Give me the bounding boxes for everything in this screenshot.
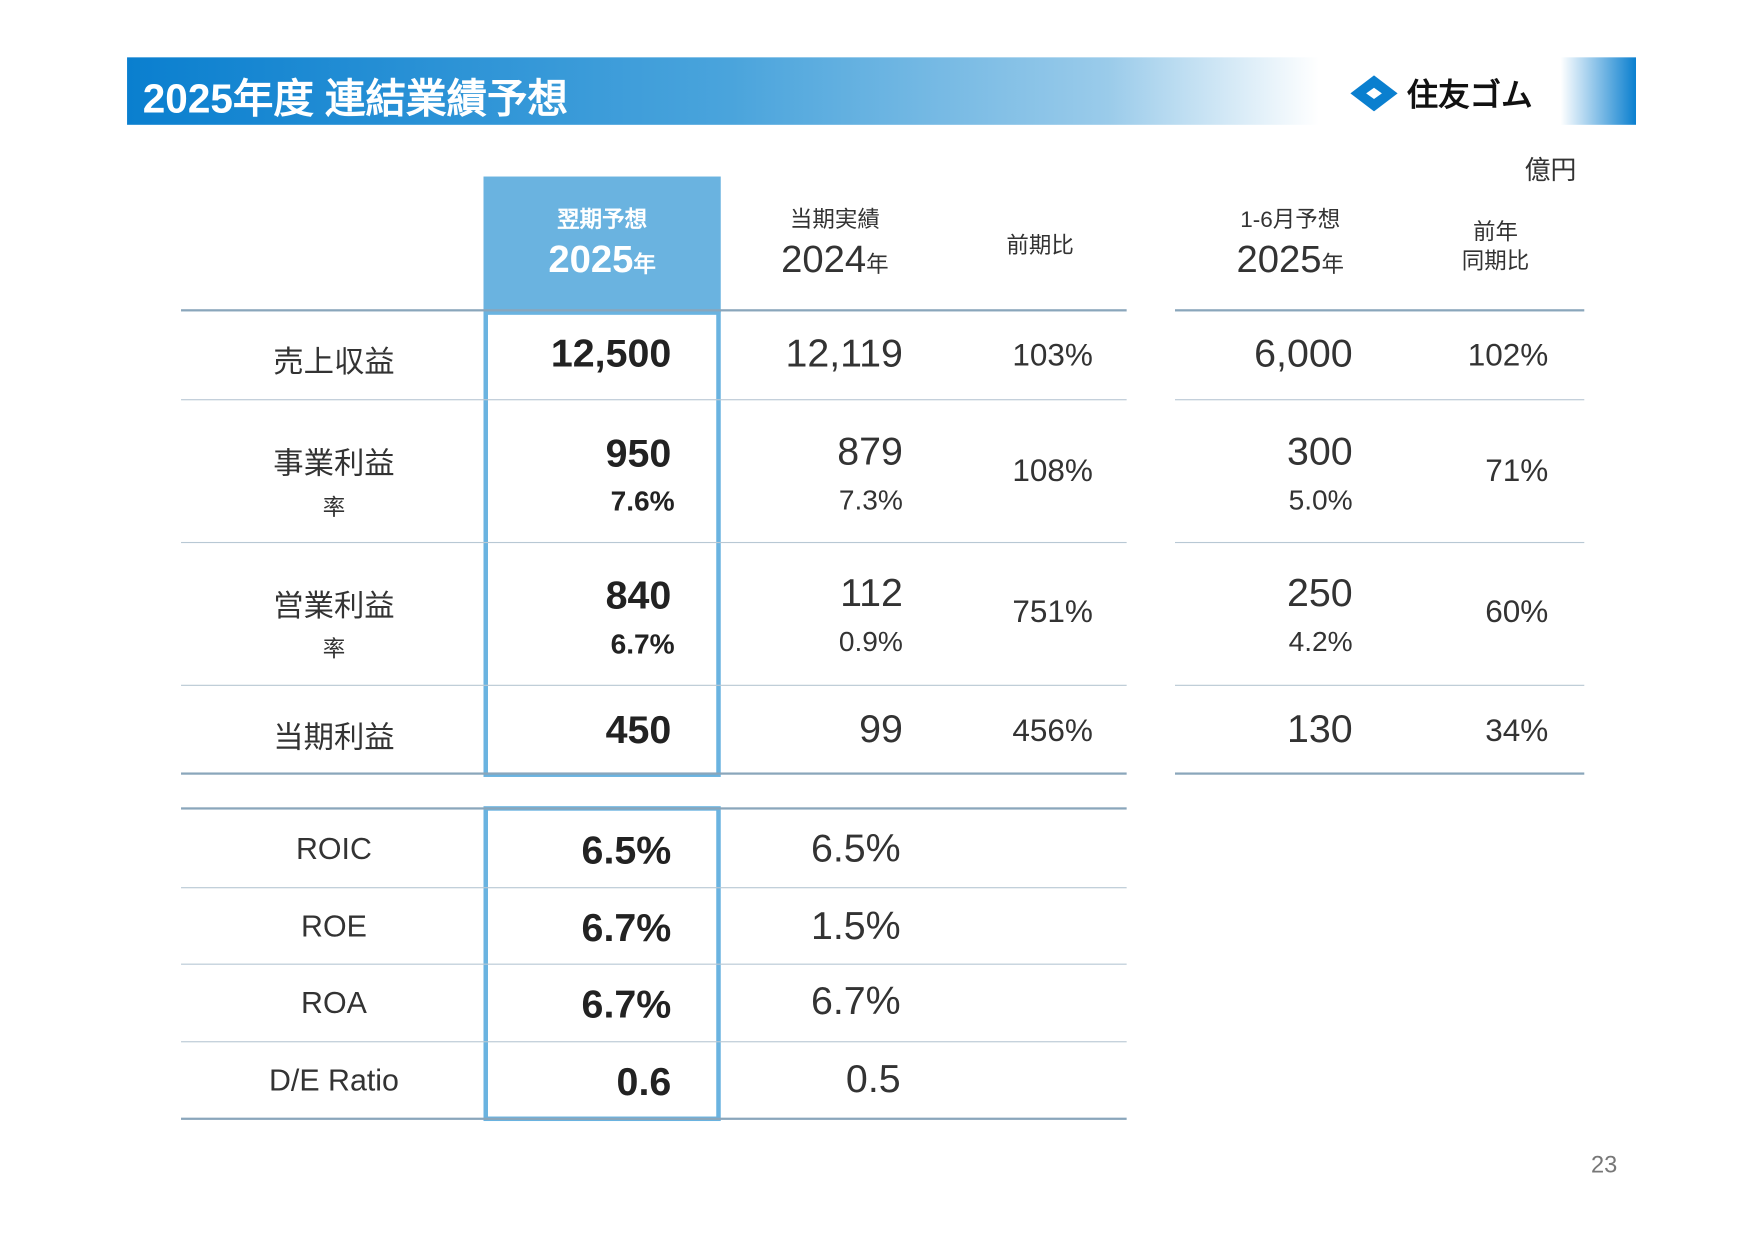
ratio-label-roe: ROE: [301, 909, 367, 944]
year-suffix: 年: [866, 252, 889, 278]
h1-yoy-header-line1: 前年: [1472, 220, 1518, 246]
h1-yoy-column-header: 前年 同期比: [1434, 218, 1558, 276]
h1-yoy-value: 34%: [1485, 712, 1549, 748]
h1-yoy-value: 71%: [1485, 453, 1549, 488]
page-title: 2025年度 連結業績予想: [142, 75, 568, 122]
page-number: 23: [1591, 1152, 1618, 1179]
actual-ratio: 6.7%: [810, 979, 901, 1024]
actual-header-label: 当期実績: [789, 208, 880, 233]
row-label-net-profit: 当期利益: [273, 720, 395, 755]
title-bar: 2025年度 連結業績予想 住友ゴム: [127, 57, 1637, 125]
actual-value: 879: [837, 429, 903, 474]
h1-column-header: 1-6月予想 2025年: [1197, 206, 1383, 285]
rate-label: 率: [322, 637, 346, 663]
divider: [1174, 399, 1585, 401]
forecast-value: 950: [605, 431, 672, 476]
actual-value: 12,119: [785, 331, 903, 376]
divider: [181, 807, 1127, 810]
forecast-header-year: 2025: [548, 238, 634, 282]
yoy-value: 751%: [1012, 593, 1093, 629]
h1-yoy-value: 102%: [1467, 337, 1549, 373]
forecast-value: 840: [605, 573, 672, 618]
divider: [181, 1041, 1127, 1043]
actual-value: 112: [840, 571, 903, 616]
forecast-ratio: 6.5%: [581, 828, 672, 873]
actual-ratio: 6.5%: [810, 826, 901, 871]
row-label-business-profit: 事業利益: [273, 446, 395, 481]
h1-value: 300: [1286, 429, 1353, 474]
divider: [181, 541, 1127, 544]
rate-label: 率: [322, 495, 346, 521]
actual-column-header: 当期実績 2024年: [742, 206, 928, 285]
h1-yoy-value: 60%: [1485, 593, 1549, 629]
divider: [181, 1117, 1127, 1120]
h1-rate: 5.0%: [1288, 484, 1353, 517]
logo-text: 住友ゴム: [1406, 77, 1533, 113]
yoy-value: 456%: [1012, 712, 1093, 748]
h1-value: 130: [1286, 707, 1353, 752]
forecast-column-header: 翌期予想 2025年: [483, 176, 721, 313]
actual-rate: 7.3%: [838, 484, 903, 517]
diamond-logo-icon: [1350, 75, 1398, 112]
h1-header-label: 1-6月予想: [1240, 208, 1341, 233]
actual-ratio: 0.5: [845, 1056, 901, 1101]
h1-value: 6,000: [1254, 331, 1353, 376]
yoy-column-header: 前期比: [1006, 233, 1074, 259]
divider: [181, 309, 1127, 312]
ratio-label-de-ratio: D/E Ratio: [268, 1063, 399, 1098]
row-label-operating-profit: 営業利益: [273, 589, 395, 623]
row-label-revenue: 売上収益: [273, 345, 395, 379]
forecast-rate: 6.7%: [610, 628, 675, 661]
company-logo: 住友ゴム: [1350, 71, 1533, 116]
unit-label: 億円: [1524, 155, 1577, 185]
actual-value: 99: [859, 707, 903, 752]
forecast-header-label: 翌期予想: [557, 208, 648, 233]
h1-rate: 4.2%: [1288, 626, 1353, 658]
actual-rate: 0.9%: [838, 626, 903, 658]
divider: [1174, 541, 1585, 544]
divider: [181, 887, 1127, 889]
year-suffix: 年: [633, 252, 656, 278]
divider: [181, 963, 1127, 965]
divider: [1174, 772, 1585, 775]
forecast-rate: 7.6%: [610, 485, 675, 518]
h1-value: 250: [1286, 571, 1353, 616]
forecast-ratio: 0.6: [616, 1060, 672, 1105]
divider: [181, 772, 1127, 775]
divider: [181, 684, 1127, 686]
forecast-ratio: 6.7%: [581, 906, 672, 951]
h1-yoy-header-line2: 同期比: [1461, 249, 1530, 275]
divider: [1174, 309, 1585, 312]
yoy-value: 108%: [1012, 453, 1093, 488]
forecast-ratio: 6.7%: [581, 982, 672, 1027]
divider: [181, 399, 1127, 401]
actual-ratio: 1.5%: [810, 904, 901, 948]
actual-header-year: 2024: [781, 238, 867, 282]
yoy-value: 103%: [1012, 337, 1093, 373]
forecast-highlight-box: [483, 310, 721, 777]
ratio-label-roic: ROIC: [295, 832, 372, 866]
forecast-value: 450: [605, 708, 672, 753]
divider: [1174, 684, 1585, 686]
ratio-label-roa: ROA: [301, 986, 367, 1020]
year-suffix: 年: [1321, 252, 1345, 278]
forecast-value: 12,500: [550, 331, 672, 376]
h1-header-year: 2025: [1236, 238, 1322, 282]
